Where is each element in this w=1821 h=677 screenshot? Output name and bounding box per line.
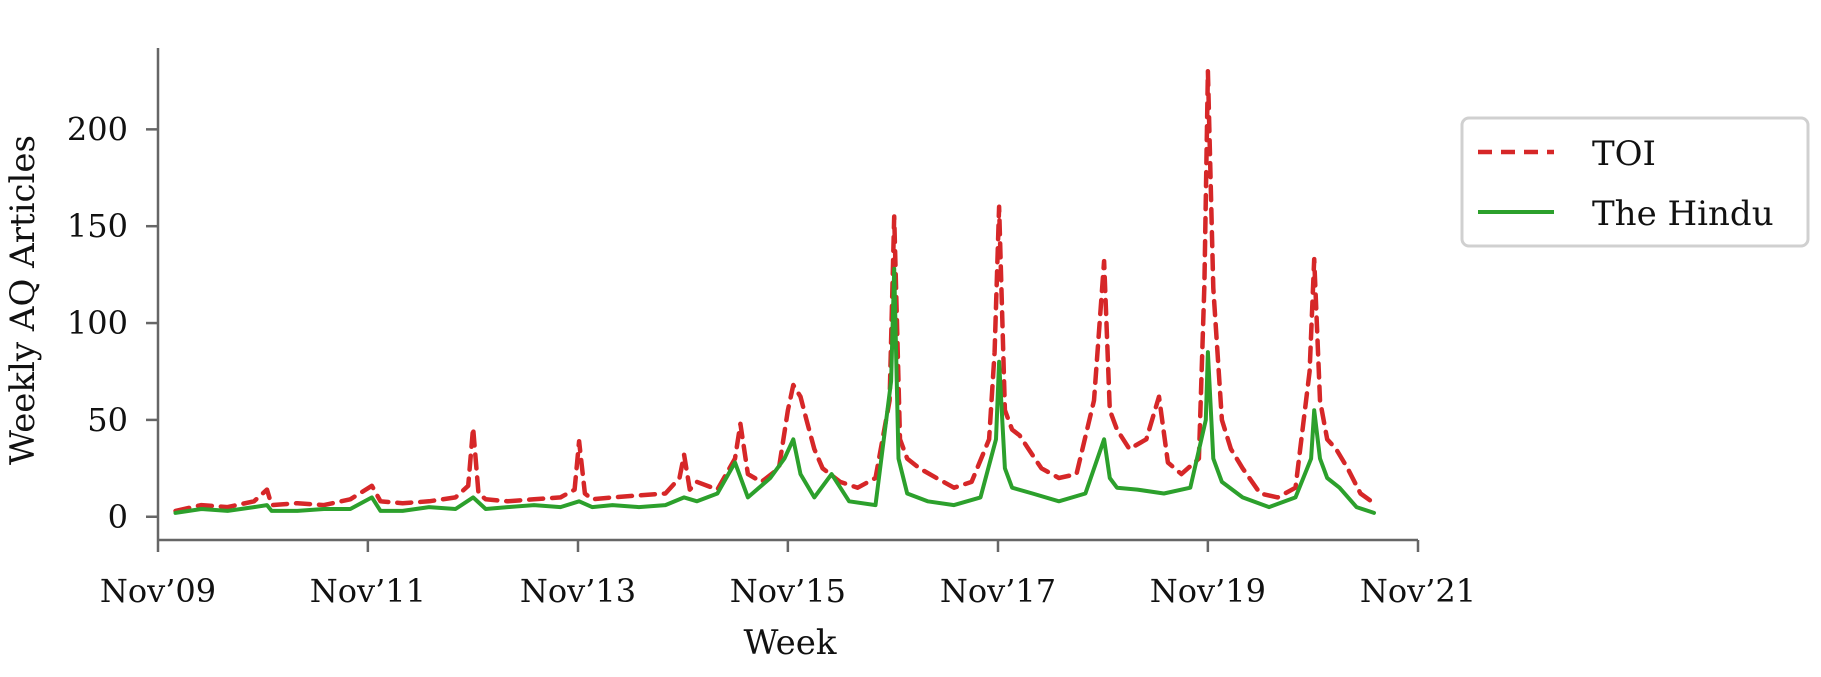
x-axis-title: Week (743, 623, 836, 663)
x-tick-label-1: Nov’11 (310, 572, 426, 610)
y-ticks: 0 50 100 150 200 (67, 110, 158, 536)
plot-lines (173, 68, 1377, 515)
series-line-toi (173, 68, 1377, 514)
x-tick-label-0: Nov’09 (100, 572, 216, 610)
y-tick-label-2: 100 (67, 304, 128, 342)
x-tick-label-3: Nov’15 (730, 572, 846, 610)
y-axis-title: Weekly AQ Articles (3, 135, 43, 465)
x-ticks: Nov’09 Nov’11 Nov’13 Nov’15 Nov’17 Nov’19 Nov’… (100, 540, 1476, 610)
legend-label-toi: TOI (1592, 134, 1656, 174)
y-tick-label-0: 0 (108, 498, 128, 536)
legend: TOI The Hindu (1460, 116, 1810, 248)
x-tick-label-4: Nov’17 (940, 572, 1056, 610)
legend-label-the-hindu: The Hindu (1592, 194, 1774, 234)
x-tick-label-5: Nov’19 (1150, 572, 1266, 610)
x-tick-label-2: Nov’13 (520, 572, 636, 610)
y-tick-label-1: 50 (87, 401, 128, 439)
y-tick-label-3: 150 (67, 207, 128, 245)
x-tick-label-6: Nov’21 (1360, 572, 1476, 610)
series-line-the-hindu (173, 266, 1376, 515)
axes (156, 48, 1418, 542)
y-tick-label-4: 200 (67, 110, 128, 148)
